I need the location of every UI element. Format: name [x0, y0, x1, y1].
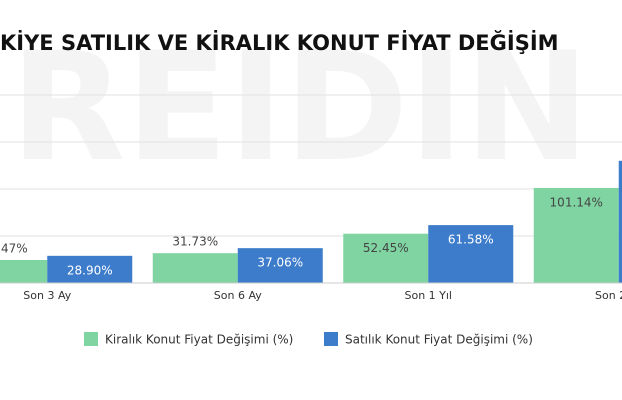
chart-title: KİYE SATILIK VE KİRALIK KONUT FİYAT DEĞİ… [0, 30, 559, 55]
x-tick-label: Son 1 Yıl [404, 289, 452, 302]
legend-label: Satılık Konut Fiyat Değişimi (%) [345, 333, 533, 347]
value-label: 28.90% [67, 263, 113, 277]
bar [533, 187, 619, 283]
value-label: 31.73% [172, 235, 218, 249]
bar [0, 259, 48, 283]
legend-swatch [324, 332, 338, 346]
value-label: 52.45% [363, 241, 409, 255]
bar [428, 225, 514, 283]
value-label: 24.47% [0, 241, 28, 255]
value-label: 101.14% [550, 195, 603, 209]
bar [618, 160, 622, 283]
bar [47, 255, 133, 283]
legend-label: Kiralık Konut Fiyat Değişimi (%) [105, 333, 293, 347]
x-tick-label: Son 2 Yıl [595, 289, 622, 302]
value-label: 61.58% [448, 233, 494, 247]
legend-swatch [84, 332, 98, 346]
x-tick-label: Son 3 Ay [23, 289, 71, 302]
watermark: REIDIN [10, 21, 590, 195]
bar [152, 253, 238, 283]
bar [237, 248, 323, 283]
bar [343, 233, 429, 283]
value-label: 37.06% [257, 256, 303, 270]
x-tick-label: Son 6 Ay [214, 289, 262, 302]
